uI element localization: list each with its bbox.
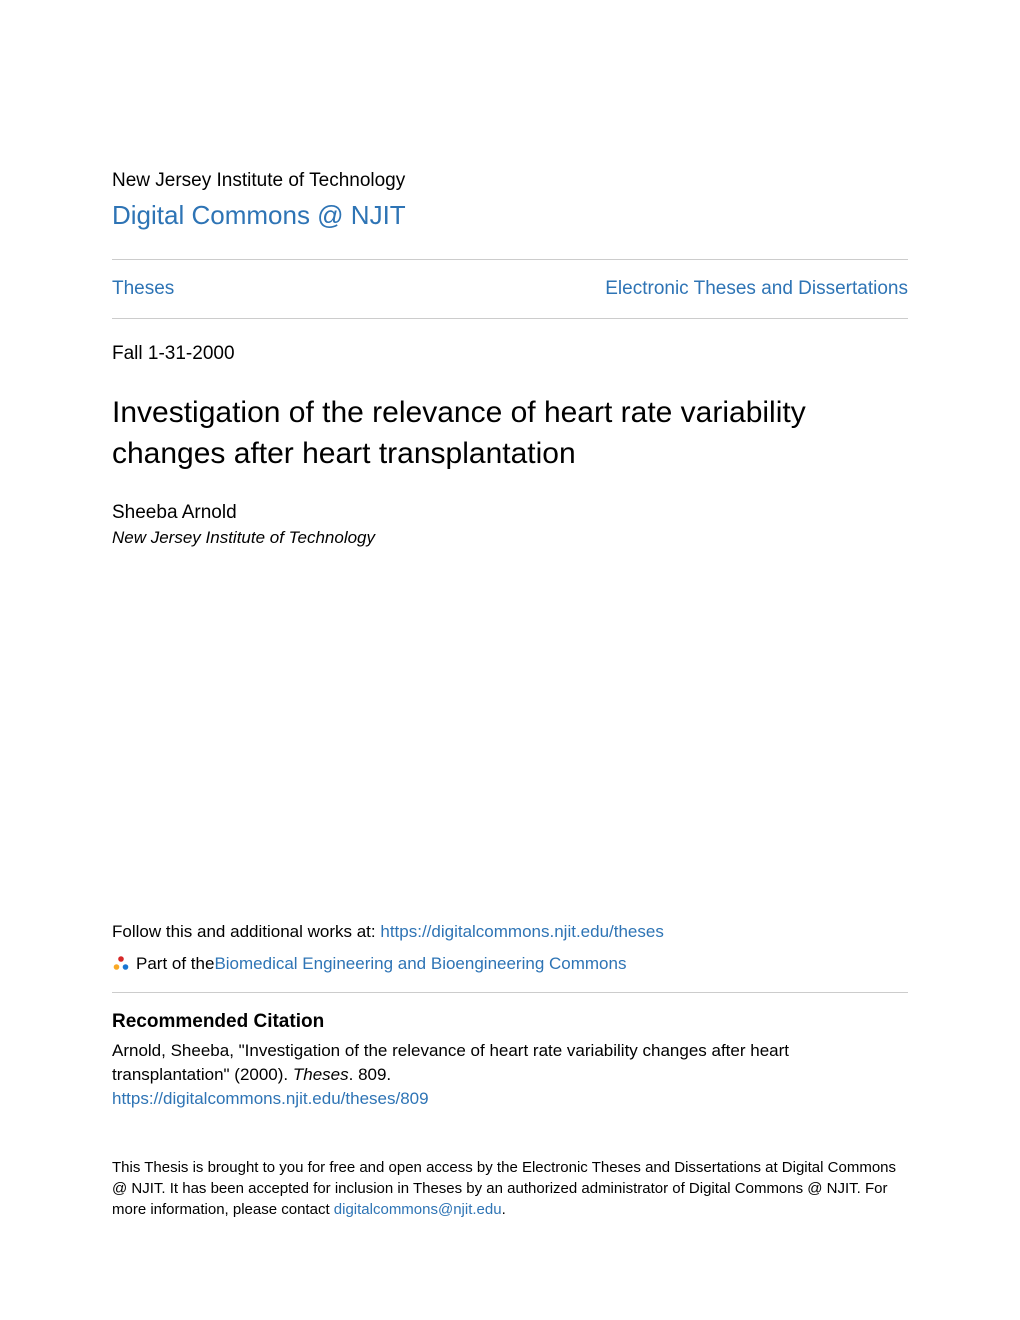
citation-heading: Recommended Citation [112, 1011, 908, 1033]
citation-text-1: Arnold, Sheeba, "Investigation of the re… [112, 1041, 789, 1084]
repository-link[interactable]: Digital Commons @ NJIT [112, 200, 406, 231]
citation-permalink[interactable]: https://digitalcommons.njit.edu/theses/8… [112, 1089, 429, 1109]
publication-date: Fall 1-31-2000 [112, 343, 908, 365]
footer-block: Follow this and additional works at: htt… [112, 922, 908, 1220]
citation-body: Arnold, Sheeba, "Investigation of the re… [112, 1039, 908, 1087]
nav-etd-link[interactable]: Electronic Theses and Dissertations [605, 278, 908, 300]
institution-name: New Jersey Institute of Technology [112, 170, 908, 192]
contact-email-link[interactable]: digitalcommons@njit.edu [334, 1201, 502, 1218]
follow-line: Follow this and additional works at: htt… [112, 922, 908, 942]
header-block: New Jersey Institute of Technology Digit… [112, 170, 908, 259]
author-affiliation: New Jersey Institute of Technology [112, 528, 908, 548]
divider-bottom [112, 318, 908, 319]
follow-url-link[interactable]: https://digitalcommons.njit.edu/theses [380, 922, 663, 941]
network-icon [112, 955, 130, 973]
article-title: Investigation of the relevance of heart … [112, 393, 908, 474]
breadcrumb-nav: Theses Electronic Theses and Dissertatio… [112, 260, 908, 318]
follow-prefix: Follow this and additional works at: [112, 922, 380, 941]
author-name: Sheeba Arnold [112, 502, 908, 524]
part-of-line: Part of the Biomedical Engineering and B… [112, 954, 908, 974]
partof-commons-link[interactable]: Biomedical Engineering and Bioengineerin… [214, 954, 626, 974]
disclaimer-text: This Thesis is brought to you for free a… [112, 1157, 908, 1220]
nav-theses-link[interactable]: Theses [112, 278, 174, 300]
divider-citation [112, 992, 908, 993]
partof-prefix: Part of the [136, 954, 214, 974]
citation-text-2: . 809. [349, 1065, 392, 1084]
disclaimer-part-2: . [502, 1201, 506, 1218]
citation-series: Theses [293, 1065, 349, 1084]
